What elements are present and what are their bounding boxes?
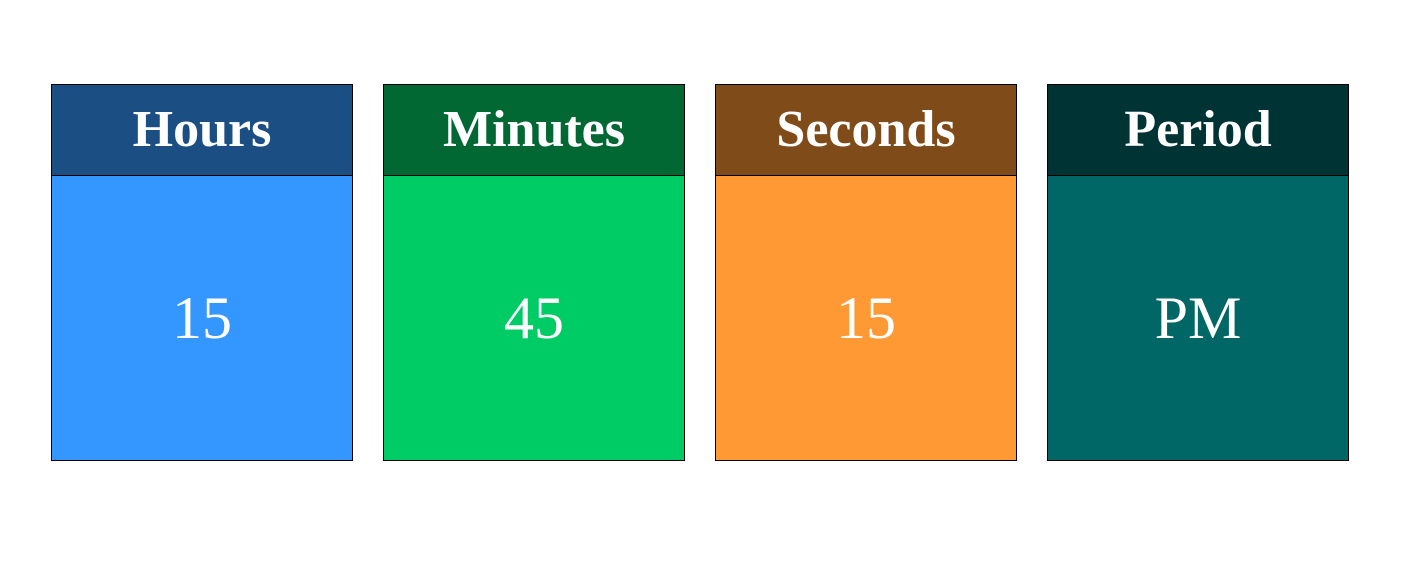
minutes-value: 45 [384,176,684,460]
period-card: Period PM [1047,84,1349,461]
minutes-card: Minutes 45 [383,84,685,461]
hours-card: Hours 15 [51,84,353,461]
minutes-header: Minutes [384,85,684,176]
period-value: PM [1048,176,1348,460]
hours-value: 15 [52,176,352,460]
hours-header: Hours [52,85,352,176]
seconds-header: Seconds [716,85,1016,176]
seconds-value: 15 [716,176,1016,460]
clock-display: Hours 15 Minutes 45 Seconds 15 Period PM [51,84,1349,461]
seconds-card: Seconds 15 [715,84,1017,461]
period-header: Period [1048,85,1348,176]
